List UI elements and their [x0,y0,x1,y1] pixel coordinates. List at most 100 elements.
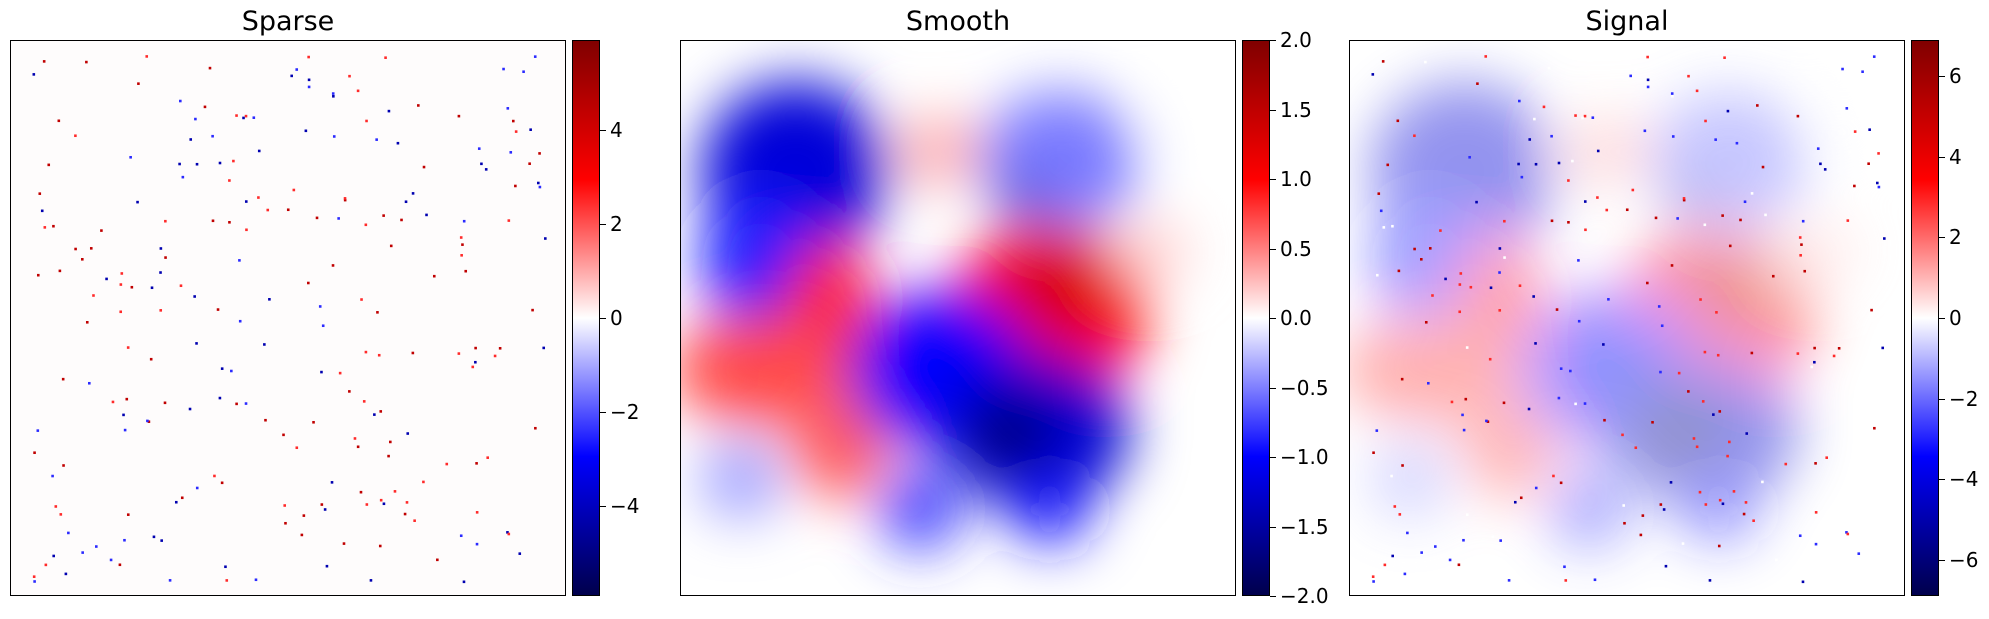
sparse-spike [47,163,51,167]
signal-spike [1602,343,1605,346]
signal-spike [1424,320,1428,324]
signal-spike [1428,247,1432,250]
signal-spike [1873,426,1876,430]
sparse-spike [62,464,65,467]
sparse-spike [123,538,126,542]
signal-spike [1850,119,1854,123]
signal-spike [1629,74,1632,78]
signal-spike [1721,214,1724,217]
sparse-spike [389,440,392,444]
signal-spike [1739,218,1742,222]
signal-spike [1796,352,1800,355]
heatmap-smooth [680,40,1236,596]
sparse-spike [105,277,108,281]
signal-spike [1476,82,1479,85]
signal-spike [1555,308,1559,311]
sparse-spike [147,420,151,423]
chart-title-smooth: Smooth [905,6,1011,37]
signal-spike [1743,200,1747,204]
signal-spike [1577,259,1580,262]
sparse-spike [506,107,510,110]
signal-spike [1489,286,1493,290]
sparse-spike [403,512,407,516]
signal-spike [1567,179,1570,182]
sparse-spike [81,257,84,261]
signal-spike [1583,114,1587,118]
signal-spike [1420,257,1423,261]
field-blob [1369,439,1450,520]
field-blob [1009,474,1090,545]
sparse-spike [238,259,241,262]
signal-spike [1464,397,1468,401]
sparse-spike [194,117,197,121]
signal-spike [1695,89,1699,93]
colorbar-smooth [1242,40,1270,596]
signal-spike [1744,501,1748,504]
sparse-spike [360,298,363,301]
signal-spike [1485,419,1488,423]
signal-spike [1761,165,1765,169]
sparse-spike [266,208,270,212]
signal-spike [1646,55,1649,59]
sparse-spike [125,397,129,401]
signal-spike [1605,208,1609,212]
signal-spike [1687,74,1690,78]
signal-spike [1832,354,1836,358]
signal-spike [1375,273,1379,277]
signal-spike [1457,563,1461,567]
sparse-spike [315,216,319,220]
sparse-spike [318,305,322,308]
sparse-spike [228,179,231,182]
sparse-spike [150,286,154,290]
signal-spike [1634,446,1638,450]
sparse-spike [343,198,347,202]
signal-spike [1498,309,1502,312]
signal-spike [1427,381,1430,385]
signal-spike [1391,554,1394,558]
signal-spike [1371,575,1375,578]
sparse-spike [534,426,537,430]
colorbar-tickmark [1270,109,1276,111]
signal-spike [1397,269,1401,273]
field-blob [880,469,960,550]
signal-spike [1564,579,1568,582]
signal-spike [1542,105,1546,109]
signal-spike [1775,558,1778,562]
signal-spike [1503,219,1506,223]
signal-spike [1771,274,1775,278]
sparse-spike [365,503,369,506]
signal-spike [1518,99,1521,103]
sparse-spike [417,104,420,107]
colorbar-tickmark [1939,398,1945,400]
sparse-spike [375,138,378,141]
colorbar-sparse [572,40,600,596]
signal-spike [1400,377,1404,381]
signal-spike [1622,504,1626,507]
signal-spike [1563,565,1566,569]
colorbar-tick-label: 6 [1949,64,1962,89]
signal-spike [1846,532,1850,536]
colorbar-tickmark [1939,318,1945,319]
signal-spike [1581,116,1584,120]
signal-spike [1527,407,1531,411]
colorbar-tick-label: −4 [1949,467,1979,492]
signal-spike [1742,512,1746,516]
signal-spike [1800,243,1803,246]
colorbar-tickmark [600,506,606,508]
signal-spike [1518,284,1522,288]
signal-spike [1646,85,1650,89]
signal-spike [1664,564,1668,568]
signal-spike [1823,168,1827,171]
signal-spike [1735,141,1739,145]
sparse-spike [164,256,167,259]
signal-spike [1641,514,1645,517]
sparse-spike [213,474,216,478]
signal-spike [1784,462,1788,466]
sparse-spike [51,474,54,478]
sparse-spike [88,381,91,385]
colorbar-tick-label: 4 [1949,144,1962,169]
field-blob [895,115,985,186]
sparse-spike [533,55,537,58]
heatmap-sparse [10,40,566,596]
signal-spike [1491,535,1495,539]
